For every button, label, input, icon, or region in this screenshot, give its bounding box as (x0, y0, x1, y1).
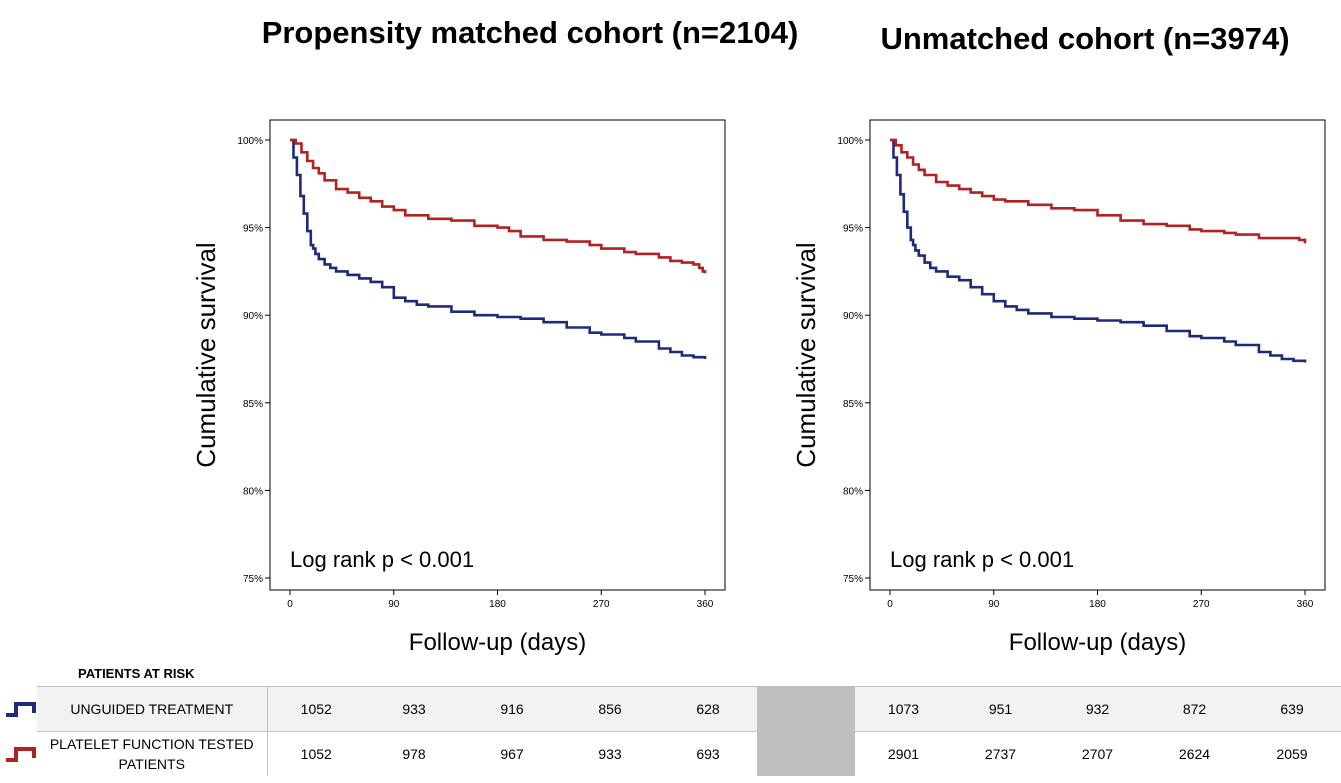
table-cell: 856 (561, 686, 659, 732)
table-cell: 1073 (855, 686, 952, 732)
table-cell: 916 (463, 686, 561, 732)
table-cell: 872 (1146, 686, 1243, 732)
table-row: PLATELET FUNCTION TESTED PATIENTS 1052 9… (37, 731, 1341, 776)
x-tick-label: 270 (593, 599, 610, 610)
y-tick-label: 75% (243, 574, 263, 585)
red-step-line-icon (6, 747, 36, 762)
y-tick-label: 95% (843, 224, 863, 235)
row-label-unguided: UNGUIDED TREATMENT (37, 686, 268, 732)
survival-curve-unguided (890, 138, 1307, 363)
y-tick-label: 85% (243, 399, 263, 410)
survival-chart-matched: 75% 80% 85% 90% 95% 100% 0 90 180 270 360 Cumulativ… (191, 119, 726, 656)
table-cell: 1052 (267, 731, 365, 776)
plot-frame (869, 119, 1326, 591)
risk-table-title: PATIENTS AT RISK (78, 666, 195, 681)
y-tick-label: 80% (843, 486, 863, 497)
chart-title-right: Unmatched cohort (n=3974) (880, 21, 1290, 56)
row-label-platelet-tested: PLATELET FUNCTION TESTED PATIENTS (37, 731, 268, 776)
table-cell: 2624 (1146, 731, 1243, 776)
survival-curve-platelet-tested (890, 138, 1307, 244)
x-tick-label: 360 (697, 599, 714, 610)
table-cell: 628 (659, 686, 757, 732)
survival-curve-platelet-tested (290, 138, 707, 274)
table-separator (757, 686, 855, 732)
x-axis-label: Follow-up (days) (1009, 629, 1186, 656)
x-tick-label: 270 (1193, 599, 1210, 610)
x-tick-label: 180 (489, 599, 506, 610)
x-tick-label: 90 (388, 599, 400, 610)
x-tick-label: 180 (1089, 599, 1106, 610)
table-cell: 933 (561, 731, 659, 776)
table-cell: 932 (1049, 686, 1146, 732)
table-cell: 2707 (1049, 731, 1146, 776)
y-axis-label: Cumulative survival (791, 242, 821, 467)
blue-step-line-icon (6, 702, 36, 717)
y-tick-label: 100% (237, 136, 263, 147)
chart-title-left: Propensity matched cohort (n=2104) (261, 15, 799, 50)
x-tick-label: 360 (1297, 599, 1314, 610)
table-cell: 951 (952, 686, 1049, 732)
y-tick-label: 90% (843, 311, 863, 322)
log-rank-annotation: Log rank p < 0.001 (890, 547, 1074, 572)
table-cell: 2737 (952, 731, 1049, 776)
table-cell: 978 (365, 731, 463, 776)
y-tick-label: 85% (843, 399, 863, 410)
y-tick-label: 80% (243, 486, 263, 497)
table-row: UNGUIDED TREATMENT 1052 933 916 856 628 … (37, 686, 1341, 732)
table-cell: 2901 (855, 731, 952, 776)
plot-frame (269, 119, 726, 591)
table-cell: 2059 (1243, 731, 1341, 776)
y-tick-label: 95% (243, 224, 263, 235)
table-cell: 967 (463, 731, 561, 776)
x-tick-label: 0 (887, 599, 893, 610)
table-cell: 1052 (267, 686, 365, 732)
y-tick-label: 75% (843, 574, 863, 585)
y-tick-label: 90% (243, 311, 263, 322)
y-tick-label: 100% (837, 136, 863, 147)
x-tick-label: 0 (287, 599, 293, 610)
x-tick-label: 90 (988, 599, 1000, 610)
survival-chart-unmatched: 75% 80% 85% 90% 95% 100% 0 90 180 270 360 Cumulativ… (791, 119, 1326, 656)
y-axis-label: Cumulative survival (191, 242, 221, 467)
table-cell: 933 (365, 686, 463, 732)
log-rank-annotation: Log rank p < 0.001 (290, 547, 474, 572)
x-axis-label: Follow-up (days) (409, 629, 586, 656)
table-cell: 639 (1243, 686, 1341, 732)
table-cell: 693 (659, 731, 757, 776)
table-separator (757, 731, 855, 776)
survival-curve-unguided (290, 138, 707, 359)
patients-at-risk-table: UNGUIDED TREATMENT 1052 933 916 856 628 … (37, 686, 1341, 776)
